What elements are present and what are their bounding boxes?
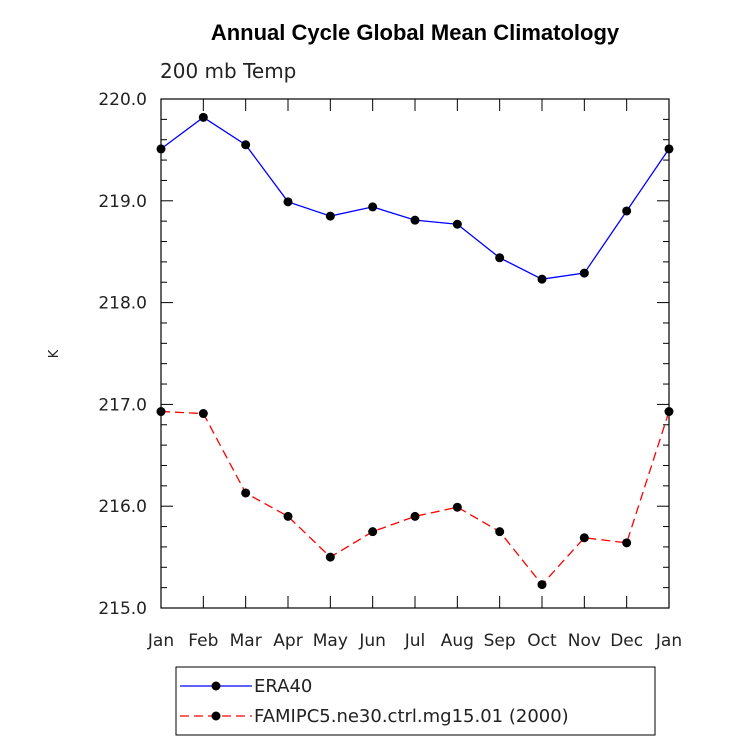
axis-tick-labels: 215.0 216.0 217.0 218.0 219.0 220.0 Jan Feb Mar A… [98,90,682,651]
series-line-0 [160,116,670,280]
y-tick-label: 216.0 [98,497,147,517]
data-point-0 [283,197,293,207]
legend-label-1: FAMIPC5.ne30.ctrl.mg15.01 (2000) [254,706,569,727]
legend: ERA40 FAMIPC5.ne30.ctrl.mg15.01 (2000) [175,666,656,736]
x-tick-label: Aug [441,631,474,651]
x-tick-label: Feb [188,631,218,651]
data-point-0 [579,268,589,278]
data-point-1 [368,527,378,537]
plot-frame [160,98,670,609]
x-tick-label: May [313,631,348,651]
data-point-0 [622,206,632,216]
data-point-0 [241,140,251,150]
x-tick-label: Jan [655,631,682,651]
data-point-1 [156,407,166,417]
chart-subtitle: 200 mb Temp [160,59,296,83]
data-point-1 [241,488,251,498]
legend-box [175,666,656,736]
x-tick-label: Jan [147,631,174,651]
data-point-1 [325,552,335,562]
series-line-1 [160,410,670,586]
series-layer [156,112,674,590]
legend-label-0: ERA40 [254,676,312,697]
axis-ticks [160,98,670,609]
x-tick-label: Dec [610,631,643,651]
x-tick-label: Apr [273,631,302,651]
x-tick-label: Nov [568,631,601,651]
x-tick-label: Jul [404,631,426,651]
y-tick-label: 219.0 [98,192,147,212]
data-point-0 [537,274,547,284]
x-tick-label: Mar [230,631,262,651]
legend-marker-1 [211,711,221,721]
chart-title: Annual Cycle Global Mean Climatology [211,20,620,45]
data-point-1 [579,533,589,543]
data-point-0 [495,253,505,263]
legend-marker-0 [211,681,221,691]
data-point-1 [664,407,674,417]
y-tick-label: 220.0 [98,90,147,110]
data-point-0 [452,219,462,229]
x-tick-label: Sep [484,631,516,651]
y-tick-label: 215.0 [98,599,147,619]
y-axis-label: K [47,349,62,358]
data-point-0 [368,202,378,212]
y-tick-label: 217.0 [98,395,147,415]
data-point-0 [198,112,208,122]
data-point-0 [664,144,674,154]
data-point-1 [283,511,293,521]
data-point-1 [198,409,208,419]
data-point-0 [410,215,420,225]
data-point-0 [325,211,335,221]
x-tick-label: Jun [358,631,386,651]
y-tick-label: 218.0 [98,294,147,314]
data-point-0 [156,144,166,154]
data-point-1 [622,538,632,548]
data-point-1 [410,511,420,521]
data-point-1 [537,580,547,590]
x-tick-label: Oct [527,631,557,651]
data-point-1 [452,502,462,512]
data-point-1 [495,527,505,537]
